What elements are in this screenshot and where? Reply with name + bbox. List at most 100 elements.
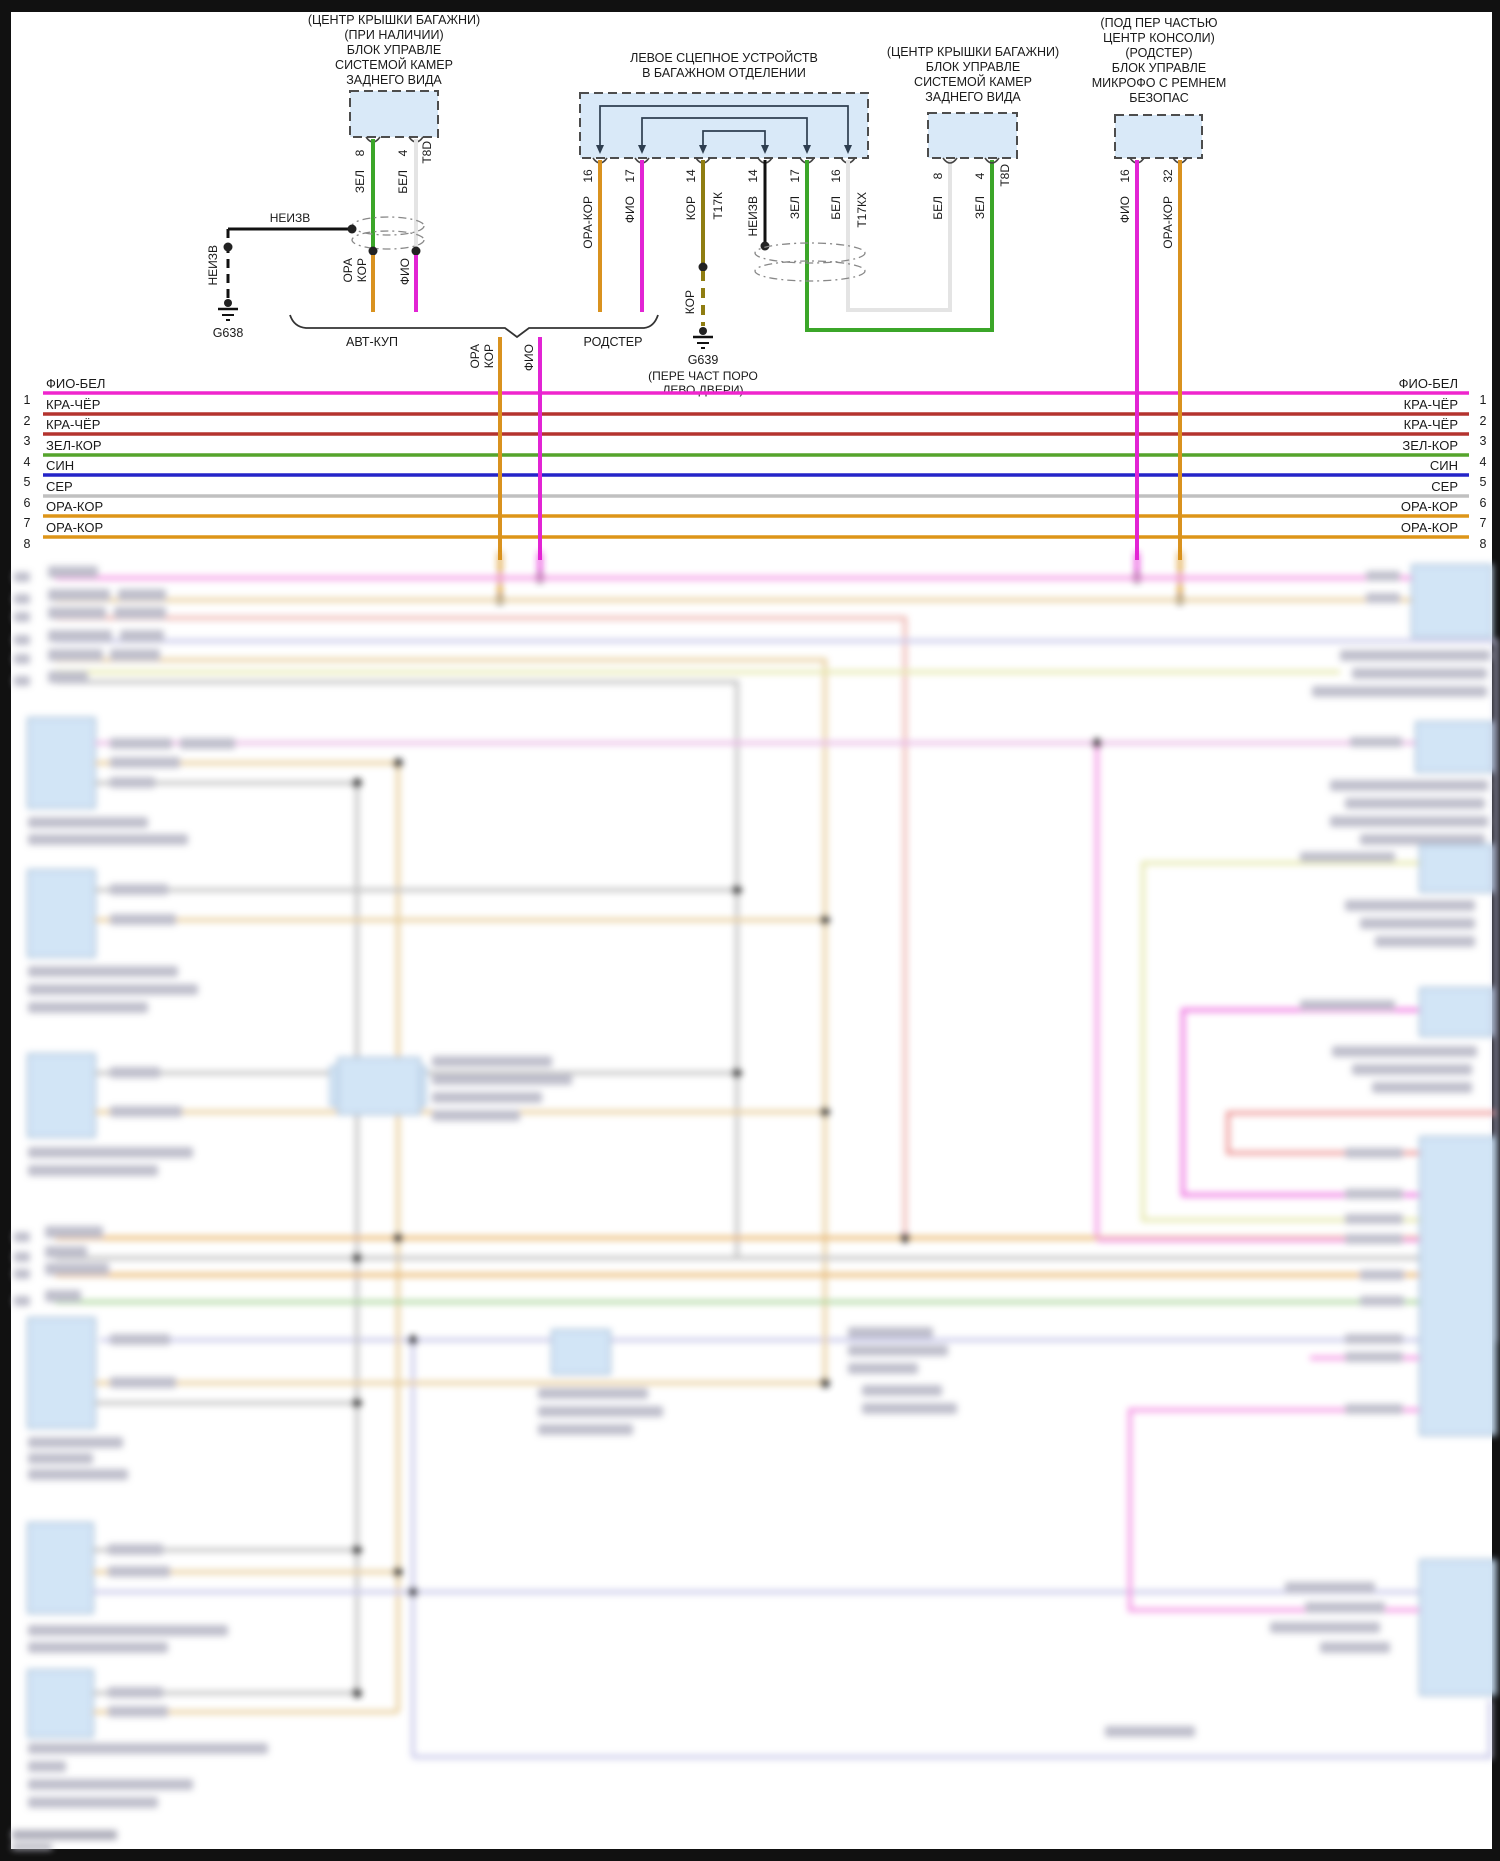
block-title-line: ЦЕНТР КОНСОЛИ) [1103, 31, 1215, 45]
bus-row-7: ОРА-КОР 7 ОРА-КОР 7 [24, 499, 1487, 530]
wire-bel-loop [846, 160, 952, 312]
block-title-line: ЗАДНЕГО ВИДА [346, 73, 442, 87]
connector-block-camera-left: (ЦЕНТР КРЫШКИ БАГАЖНИ) (ПРИ НАЛИЧИИ) БЛО… [308, 13, 480, 312]
bus-row-1: ФИО-БЕЛ 1 ФИО-БЕЛ 1 [24, 376, 1487, 407]
variant-label-right: РОДСТЕР [584, 335, 643, 349]
bus-row-6: СЕР 6 СЕР 6 [24, 479, 1487, 510]
shield-symbol [351, 216, 425, 250]
bus-number-left: 8 [24, 537, 31, 551]
block-title-line: (ЦЕНТР КРЫШКИ БАГАЖНИ) [887, 45, 1059, 59]
left-connector-column [27, 717, 1420, 1808]
bus-label-right: ОРА-КОР [1401, 520, 1458, 535]
wire-label: ОРА-КОР [581, 196, 595, 249]
pin-number: 17 [623, 169, 637, 183]
wire-label: БЕЛ [396, 170, 410, 194]
vertical-wires-over-bus [498, 160, 1182, 560]
ground-g638: НЕИЗВ НЕИЗВ G638 [206, 211, 357, 340]
bus-label-left: ОРА-КОР [46, 520, 103, 535]
wire-label: НЕИЗВ [206, 245, 220, 286]
ground-location-line: (ПЕРЕ ЧАСТ ПОРО [648, 369, 758, 383]
connector-box [1114, 114, 1203, 159]
wire-label: НЕИЗВ [270, 211, 311, 225]
connector-box [349, 90, 439, 138]
connector-id-label: Т17КХ [855, 192, 869, 228]
ground-symbol [218, 299, 238, 321]
connector-id-label: T8D [420, 141, 434, 164]
bus-label-right: ЗЕЛ-КОР [1402, 438, 1458, 453]
bus-number-right: 1 [1480, 393, 1487, 407]
bus-label-right: ФИО-БЕЛ [1399, 376, 1458, 391]
block-title-line: ЛЕВОЕ СЦЕПНОЕ УСТРОЙСТВ [630, 50, 818, 65]
bus-label-left: ФИО-БЕЛ [46, 376, 105, 391]
block-title-line: БЕЗОПАС [1129, 91, 1188, 105]
pin-number: 16 [1118, 169, 1132, 183]
block-title-line: МИКРОФО С РЕМНЕМ [1092, 76, 1227, 90]
connector-block-camera-right: (ЦЕНТР КРЫШКИ БАГАЖНИ) БЛОК УПРАВЛЕ СИСТ… [887, 45, 1059, 220]
jumper-arrowheads [596, 145, 852, 154]
wire-junction-dot [760, 241, 770, 251]
wire-label: ОРА-КОР [1161, 196, 1175, 249]
bus-number-right: 6 [1480, 496, 1487, 510]
bus-label-left: СЕР [46, 479, 73, 494]
bus-number-right: 4 [1480, 455, 1487, 469]
variant-split-brace: АВТ-КУП РОДСТЕР ОРА КОР ФИО [289, 314, 659, 371]
bus-wires: ФИО-БЕЛ 1 ФИО-БЕЛ 1 КРА-ЧЁР 2 КРА-ЧЁР 2 … [24, 376, 1487, 551]
connector-box [927, 112, 1018, 159]
wire-zel-loop [805, 160, 994, 332]
bus-label-left: КРА-ЧЁР [46, 417, 100, 432]
shield-symbol [754, 242, 866, 282]
bus-number-left: 3 [24, 434, 31, 448]
ground-g639: КОР G639 (ПЕРЕ ЧАСТ ПОРО ЛЕВО ДВЕРИ) [648, 262, 758, 397]
bus-label-right: СЕР [1431, 479, 1458, 494]
bus-row-3: КРА-ЧЁР 3 КРА-ЧЁР 3 [24, 417, 1487, 448]
bus-number-left: 6 [24, 496, 31, 510]
bus-number-left: 1 [24, 393, 31, 407]
bus-label-left: ЗЕЛ-КОР [46, 438, 102, 453]
wire-label: ЗЕЛ [353, 170, 367, 193]
wire-label: ФИО [398, 258, 412, 285]
bus-number-right: 5 [1480, 475, 1487, 489]
pin-number: 4 [396, 149, 410, 156]
bus-row-5: СИН 5 СИН 5 [24, 458, 1487, 489]
bus-number-left: 5 [24, 475, 31, 489]
bus-label-right: КРА-ЧЁР [1404, 397, 1458, 412]
block-title-line: СИСТЕМОЙ КАМЕР [335, 57, 453, 72]
wire-label: БЕЛ [931, 196, 945, 220]
pin-number: 4 [973, 172, 987, 179]
wire-junction-dot [368, 246, 378, 256]
ground-id-label: G639 [688, 353, 719, 367]
block-title-line: (РОДСТЕР) [1125, 46, 1192, 60]
wire-label: ФИО [623, 196, 637, 223]
variant-label-left: АВТ-КУП [346, 335, 398, 349]
block-title-line: (ЦЕНТР КРЫШКИ БАГАЖНИ) [308, 13, 480, 27]
wire-label: КОР [684, 196, 698, 220]
pin-collar [942, 157, 958, 164]
pin-number: 17 [788, 169, 802, 183]
ground-id-label: G638 [213, 326, 244, 340]
pin-number: 14 [746, 169, 760, 183]
pin-collar [984, 157, 1000, 164]
wire-junction-dot [411, 246, 421, 256]
ground-location-line: ЛЕВО ДВЕРИ) [663, 383, 744, 397]
pin-number: 8 [931, 172, 945, 179]
pin-number: 8 [353, 149, 367, 156]
brace [289, 314, 659, 339]
wire-label: БЕЛ [829, 196, 843, 220]
fine-print [12, 1830, 117, 1850]
connector-block-microphone: (ПОД ПЕР ЧАСТЬЮ ЦЕНТР КОНСОЛИ) (РОДСТЕР)… [1092, 16, 1227, 249]
block-title-line: В БАГАЖНОМ ОТДЕЛЕНИИ [642, 66, 806, 80]
bus-label-right: ОРА-КОР [1401, 499, 1458, 514]
bus-label-right: СИН [1430, 458, 1458, 473]
connector-box [579, 92, 869, 159]
block-title-line: (ПОД ПЕР ЧАСТЬЮ [1100, 16, 1218, 30]
wire-label: ФИО [522, 344, 536, 371]
bus-number-left: 4 [24, 455, 31, 469]
bus-number-left: 7 [24, 516, 31, 530]
bus-number-right: 2 [1480, 414, 1487, 428]
ground-symbol [693, 327, 713, 349]
wire-junction-dot [223, 242, 233, 252]
bus-row-4: ЗЕЛ-КОР 4 ЗЕЛ-КОР 4 [24, 438, 1487, 469]
pin-number: 16 [829, 169, 843, 183]
block-title-line: БЛОК УПРАВЛЕ [347, 43, 441, 57]
